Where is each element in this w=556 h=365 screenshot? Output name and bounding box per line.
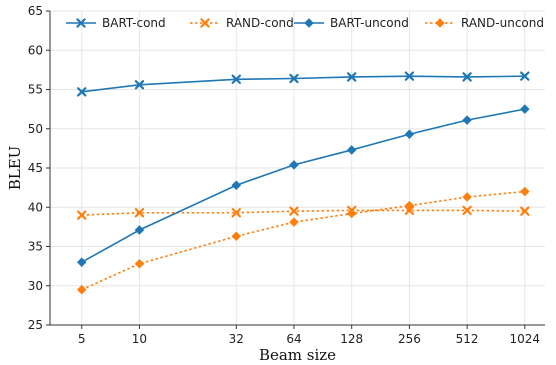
data-point bbox=[289, 217, 299, 227]
data-point bbox=[134, 80, 145, 90]
data-point bbox=[231, 180, 242, 191]
legend-label: BART-uncond bbox=[330, 16, 409, 30]
data-point bbox=[134, 259, 145, 269]
series-rand-cond bbox=[77, 205, 530, 220]
data-point bbox=[520, 186, 530, 197]
legend-marker bbox=[435, 18, 445, 28]
x-tick-label: 64 bbox=[286, 332, 301, 346]
y-tick-label: 50 bbox=[28, 122, 43, 136]
legend-item-bart-uncond: BART-uncond bbox=[294, 16, 409, 30]
data-point bbox=[77, 210, 87, 220]
x-axis-title: Beam size bbox=[259, 346, 336, 364]
x-tick-label: 128 bbox=[340, 332, 363, 346]
x-tick-label: 10 bbox=[132, 332, 147, 346]
y-tick-label: 45 bbox=[28, 161, 43, 175]
x-tick-label: 5 bbox=[78, 332, 86, 346]
data-point bbox=[77, 87, 87, 97]
legend-item-bart-cond: BART-cond bbox=[66, 16, 166, 30]
x-tick-label: 32 bbox=[229, 332, 244, 346]
axes: 25 30 35 40 45 50 55 60 65 5 10 32 64 128 256 512 1024 bbox=[28, 4, 545, 346]
legend-marker bbox=[304, 18, 314, 28]
data-point bbox=[404, 129, 415, 140]
y-tick-label: 40 bbox=[28, 200, 43, 214]
series-line-bart-uncond bbox=[81, 108, 525, 263]
data-point bbox=[404, 71, 415, 81]
legend-item-rand-uncond: RAND-uncond bbox=[425, 16, 544, 30]
series-rand-uncond bbox=[76, 186, 530, 295]
series-bart-cond bbox=[77, 71, 530, 97]
series-group bbox=[76, 71, 530, 295]
legend: BART-cond RAND-cond BART-uncond RAND-uncond bbox=[66, 16, 544, 30]
data-point bbox=[346, 145, 357, 155]
grid bbox=[50, 10, 545, 326]
y-tick-label: 60 bbox=[28, 43, 43, 57]
series-line-rand-cond bbox=[81, 209, 525, 216]
data-point bbox=[134, 208, 145, 218]
x-tick-label: 256 bbox=[398, 332, 421, 346]
legend-label: RAND-uncond bbox=[461, 16, 544, 30]
data-point bbox=[346, 208, 357, 219]
legend-item-rand-cond: RAND-cond bbox=[190, 16, 294, 30]
axis-frame bbox=[49, 11, 545, 326]
data-point bbox=[289, 73, 299, 84]
data-point bbox=[520, 206, 530, 216]
data-point bbox=[520, 71, 530, 81]
data-point bbox=[231, 231, 242, 242]
legend-label: RAND-cond bbox=[226, 16, 294, 30]
legend-marker bbox=[200, 18, 210, 28]
series-line-bart-cond bbox=[81, 75, 525, 93]
data-point bbox=[231, 208, 241, 218]
y-tick-label: 55 bbox=[28, 83, 43, 97]
data-point bbox=[289, 206, 299, 216]
x-tick-label: 1024 bbox=[510, 332, 541, 346]
data-point bbox=[404, 200, 415, 211]
y-tick-label: 30 bbox=[28, 279, 43, 293]
y-tick-label: 25 bbox=[28, 318, 43, 332]
y-tick-label: 65 bbox=[28, 4, 43, 18]
data-point bbox=[462, 72, 472, 82]
data-point bbox=[462, 205, 472, 216]
y-tick-label: 35 bbox=[28, 240, 43, 254]
legend-label: BART-cond bbox=[102, 16, 166, 30]
data-point bbox=[346, 72, 357, 82]
series-line-rand-uncond bbox=[81, 190, 525, 291]
data-point bbox=[520, 104, 530, 114]
series-bart-uncond bbox=[76, 104, 530, 267]
data-point bbox=[231, 74, 241, 84]
data-point bbox=[462, 192, 472, 202]
data-point bbox=[76, 257, 87, 267]
y-axis-title: BLEU bbox=[6, 146, 24, 191]
data-point bbox=[462, 115, 472, 125]
data-point bbox=[134, 225, 145, 235]
data-point bbox=[289, 160, 299, 170]
legend-marker bbox=[76, 18, 86, 28]
x-tick-label: 512 bbox=[456, 332, 479, 346]
data-point bbox=[76, 284, 87, 295]
